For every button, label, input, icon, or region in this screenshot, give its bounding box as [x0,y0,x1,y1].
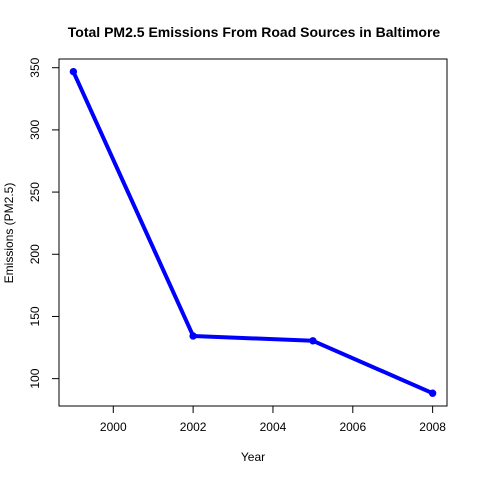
x-tick-label-2006: 2006 [339,420,366,434]
plot-frame [58,58,448,407]
x-tick-label-2000: 2000 [100,420,127,434]
y-axis: 100 150 200 250 300 350 [28,57,59,389]
series-layer [69,67,437,397]
data-point-2008 [428,389,437,397]
x-tick-label-2004: 2004 [260,420,287,434]
data-point-1999 [69,67,78,76]
series-line-0 [71,69,435,396]
x-axis: 2000 2002 2004 2006 2008 [100,406,446,434]
data-point-2005 [309,337,317,345]
x-tick-label-2002: 2002 [180,420,207,434]
data-point-2002 [189,332,197,340]
y-tick-label-200: 200 [28,244,42,264]
chart-title: Total PM2.5 Emissions From Road Sources … [68,24,441,40]
x-tick-label-2008: 2008 [419,420,446,434]
y-tick-label-350: 350 [28,57,42,77]
y-axis-label: Emissions (PM2.5) [2,183,16,284]
y-tick-label-100: 100 [28,368,42,388]
y-tick-label-300: 300 [28,120,42,140]
y-tick-label-150: 150 [28,306,42,326]
y-tick-label-250: 250 [28,182,42,202]
x-axis-label: Year [241,450,265,464]
